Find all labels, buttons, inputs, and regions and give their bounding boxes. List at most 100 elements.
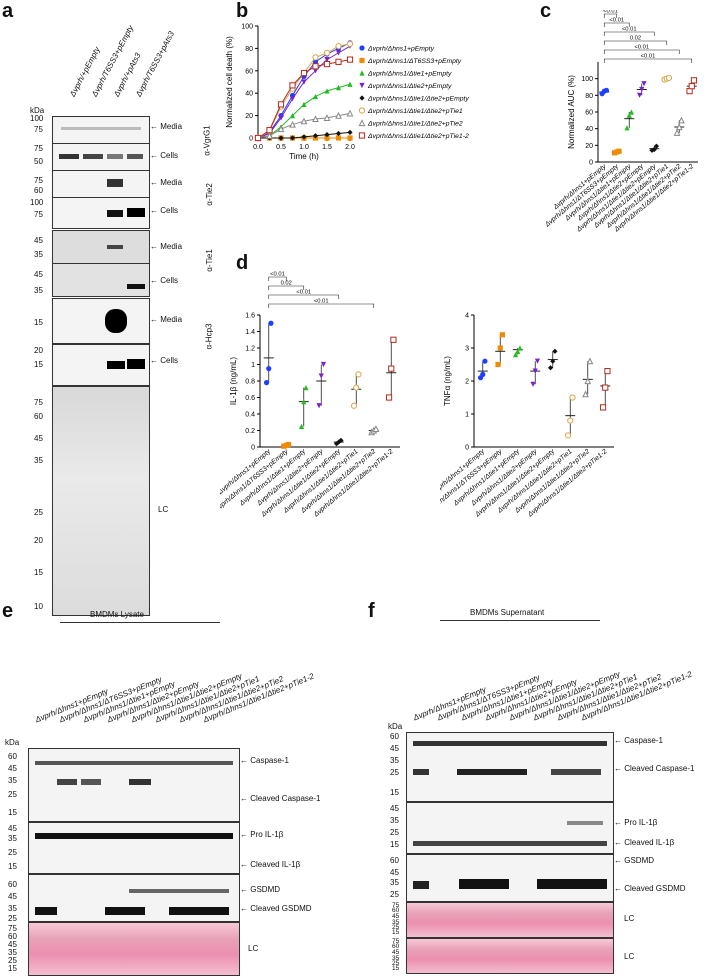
band-label: ← Cleaved Caspase-1 — [240, 794, 321, 803]
p-value-label: <0.01 — [296, 290, 311, 296]
tick-label: 35 — [34, 250, 43, 259]
band-label-text: Cleaved GSDMD — [624, 884, 686, 893]
tick-label: 15 — [8, 808, 17, 817]
lane-label: Δvprh/T6SS3+pAts3 — [134, 29, 177, 99]
band-label: ← Caspase-1 — [614, 736, 663, 745]
panel-b-chart: 0 20 40 60 80 100 0.0 0.5 1.0 1.5 2.0 Time (h) Norma… — [225, 24, 469, 162]
lc-label-f1: LC — [624, 914, 635, 923]
tick-label: 60 — [34, 186, 43, 195]
y-tick-label: 80 — [245, 46, 253, 53]
band-label-text: Cleaved Caspase-1 — [250, 794, 321, 803]
y-tick-label: 1.4 — [245, 329, 255, 336]
lc-label-f2: LC — [624, 952, 635, 961]
data-point — [515, 348, 521, 354]
row-label: ← Media — [150, 122, 183, 131]
data-point — [388, 365, 395, 372]
tick-label: 45 — [392, 949, 400, 956]
blot-e-il1b — [28, 822, 240, 874]
x-axis-label: Time (h) — [289, 152, 319, 161]
y-tick-label: 60 — [245, 68, 253, 75]
panel-e-title: BMDMs Lysate — [90, 610, 144, 619]
row-label-text: Media — [160, 242, 183, 251]
data-point — [289, 82, 296, 89]
y-axis-label: Normalized AUC (%) — [567, 75, 576, 149]
data-point — [530, 381, 536, 387]
data-point — [665, 74, 673, 81]
tick-label: 75 — [34, 398, 43, 407]
kda-label-f: kDa — [388, 722, 403, 731]
band-label-text: Pro IL-1β — [624, 818, 658, 827]
data-point — [678, 116, 685, 124]
data-point — [278, 115, 284, 121]
panel-f-title: BMDMs Supernatant — [470, 608, 545, 617]
row-label: ← Media — [150, 242, 183, 251]
tick-label: 45 — [8, 892, 17, 901]
band-label: ← Cleaved IL-1β — [614, 838, 675, 847]
legend-marker — [358, 132, 366, 139]
data-point — [312, 68, 319, 74]
data-point — [628, 109, 635, 115]
legend-label: Δvprh/Δhns1/Δtie2+pEmpty — [367, 83, 452, 90]
y-tick-label: 0.4 — [245, 412, 255, 419]
kda-label-a: kDa — [30, 106, 45, 115]
legend-label: Δvprh/Δhns1/Δtie1+pEmpty — [367, 71, 452, 78]
y-tick-label: 0 — [249, 136, 253, 143]
data-point — [582, 390, 589, 398]
data-point — [278, 135, 284, 141]
row-label: ← Cells — [150, 276, 179, 285]
data-point — [312, 133, 319, 139]
tick-label: 50 — [34, 157, 43, 166]
band-label-text: Cleaved GSDMD — [250, 904, 312, 913]
y-tick-label: 60 — [585, 110, 593, 117]
tick-label: 75 — [34, 176, 43, 185]
tick-label: 15 — [390, 840, 399, 849]
row-label: ← Cells — [150, 356, 179, 365]
legend-label: Δvprh/Δhns1/Δtie1/Δtie2+pEmpty — [367, 96, 469, 103]
x-tick-label: 0.0 — [253, 144, 263, 151]
p-value-label: <0.01 — [634, 45, 649, 51]
legend-marker — [359, 70, 365, 76]
tick-label: 20 — [34, 346, 43, 355]
data-point — [372, 425, 380, 432]
tick-label: 25 — [8, 790, 17, 799]
data-point — [641, 81, 647, 87]
data-point — [350, 402, 358, 409]
tick-label: 75 — [8, 924, 17, 933]
p-value-label: 0.02 — [630, 36, 641, 42]
data-point — [298, 423, 305, 429]
data-point — [624, 125, 630, 131]
data-point — [285, 441, 292, 448]
data-point — [324, 57, 330, 63]
band-label-text: Caspase-1 — [250, 756, 289, 765]
row-label-text: Cells — [160, 276, 179, 285]
data-point — [347, 135, 353, 141]
blot-hcp3-media — [52, 298, 150, 344]
significance-bracket — [268, 294, 340, 299]
blot-lc-a — [52, 386, 150, 616]
band-label: ← Caspase-1 — [240, 756, 289, 765]
blot-f-lc2 — [406, 938, 614, 974]
tick-label: 45 — [390, 804, 399, 813]
blot-f-gsdmd — [406, 854, 614, 902]
tick-label: 35 — [8, 904, 17, 913]
y-tick-label: 1.6 — [245, 313, 255, 320]
blot-vgrg1-media — [52, 116, 150, 144]
significance-bracket — [603, 58, 693, 63]
tick-label: 15 — [34, 568, 43, 577]
tick-label: 25 — [390, 890, 399, 899]
tick-label: 10 — [34, 602, 43, 611]
row-label-text: Media — [160, 178, 183, 187]
panel-label-a: a — [2, 0, 14, 22]
data-point — [346, 56, 354, 63]
data-point — [312, 59, 319, 65]
tick-label: 25 — [392, 924, 400, 931]
data-point — [602, 384, 609, 391]
p-value-label: <0.01 — [622, 27, 637, 33]
y-tick-label: 0 — [589, 160, 593, 167]
band-label-text: Pro IL-1β — [250, 830, 284, 839]
tick-label: 75 — [34, 210, 43, 219]
data-point — [347, 81, 353, 87]
tick-label: 45 — [390, 744, 399, 753]
tick-label: 15 — [8, 964, 17, 973]
data-point — [355, 371, 362, 378]
